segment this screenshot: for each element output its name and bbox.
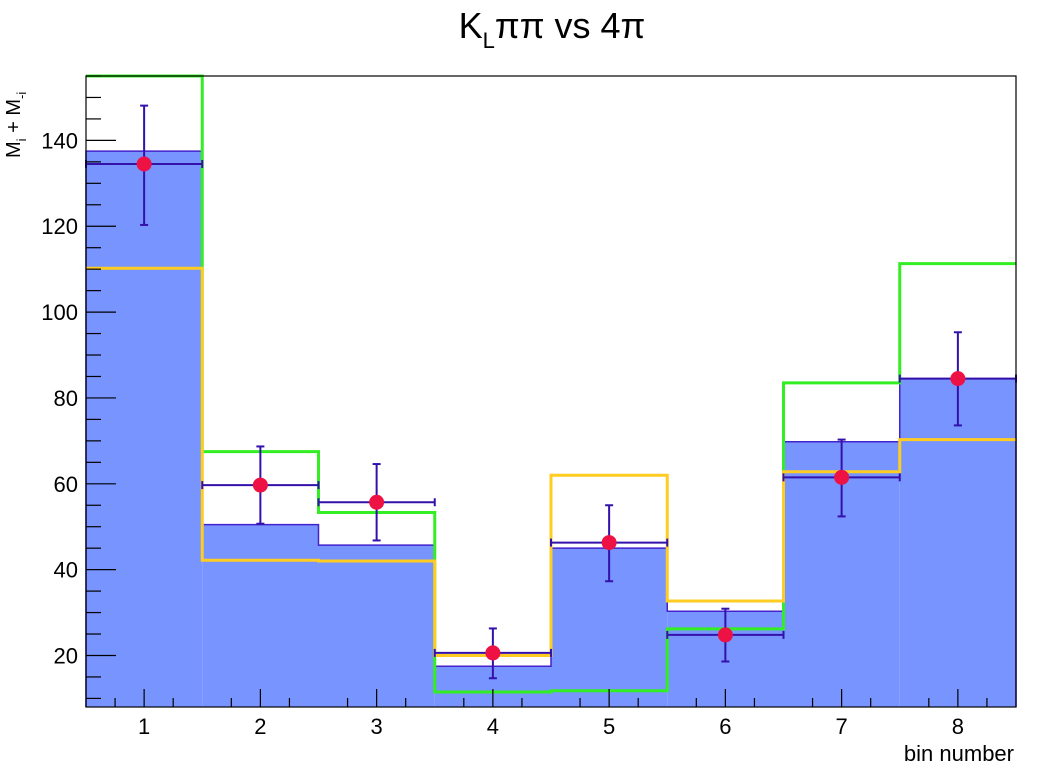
y-axis-label: Mi + M-i (3, 92, 29, 158)
x-tick-label-1: 1 (138, 714, 150, 739)
y-tick-label-80: 80 (54, 386, 78, 411)
y-tick-label-100: 100 (41, 300, 78, 325)
x-tick-label-6: 6 (719, 714, 731, 739)
y-axis-label-sub1: i (14, 138, 29, 141)
data-point-4 (485, 645, 501, 661)
data-point-2 (252, 477, 268, 493)
histogram-bar-3 (318, 545, 435, 707)
x-tick-label-3: 3 (371, 714, 383, 739)
chart-title-main: K (459, 5, 483, 46)
y-axis-label-sub2: -i (14, 92, 29, 99)
plot-area: 20 40 60 80 100 120 140 1 2 3 4 5 6 7 8 (41, 74, 1017, 739)
y-tick-label-120: 120 (41, 214, 78, 239)
x-tick-label-7: 7 (836, 714, 848, 739)
y-tick-label-40: 40 (54, 558, 78, 583)
y-tick-label-20: 20 (54, 643, 78, 668)
data-point-7 (834, 469, 850, 485)
y-axis-label-plus: + M (3, 99, 25, 138)
chart-title-rest: ππ vs 4π (495, 5, 646, 46)
chart-title-sub: L (483, 28, 495, 53)
plot-frame (85, 75, 1017, 708)
x-axis-label: bin number (904, 741, 1014, 766)
x-tick-label-5: 5 (603, 714, 615, 739)
data-point-3 (369, 494, 385, 510)
chart-title: KLππ vs 4π (459, 5, 646, 53)
data-point-1 (136, 156, 152, 172)
histogram-bar-8 (899, 378, 1016, 707)
x-tick-label-4: 4 (487, 714, 499, 739)
y-tick-label-60: 60 (54, 472, 78, 497)
x-tick-label-2: 2 (254, 714, 266, 739)
y-tick-label-140: 140 (41, 128, 78, 153)
data-point-5 (601, 535, 617, 551)
histogram-bar-2 (202, 524, 319, 707)
data-point-6 (717, 627, 733, 643)
histogram-bar-1 (86, 151, 203, 708)
y-axis-label-m1: M (3, 141, 25, 158)
x-tick-label-8: 8 (952, 714, 964, 739)
data-point-8 (950, 371, 966, 387)
